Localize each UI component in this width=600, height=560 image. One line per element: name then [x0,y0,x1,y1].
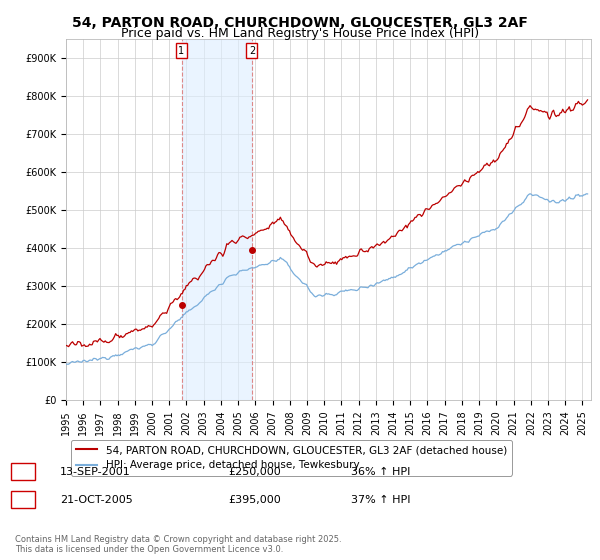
Legend: 54, PARTON ROAD, CHURCHDOWN, GLOUCESTER, GL3 2AF (detached house), HPI: Average : 54, PARTON ROAD, CHURCHDOWN, GLOUCESTER,… [71,440,512,475]
Text: Contains HM Land Registry data © Crown copyright and database right 2025.
This d: Contains HM Land Registry data © Crown c… [15,535,341,554]
Text: 1: 1 [20,466,27,477]
Text: 37% ↑ HPI: 37% ↑ HPI [351,494,410,505]
Text: £250,000: £250,000 [228,466,281,477]
Text: 13-SEP-2001: 13-SEP-2001 [60,466,131,477]
Text: 2: 2 [20,494,27,505]
Text: 1: 1 [178,45,185,55]
Text: 54, PARTON ROAD, CHURCHDOWN, GLOUCESTER, GL3 2AF: 54, PARTON ROAD, CHURCHDOWN, GLOUCESTER,… [72,16,528,30]
Text: 21-OCT-2005: 21-OCT-2005 [60,494,133,505]
Text: 36% ↑ HPI: 36% ↑ HPI [351,466,410,477]
Text: Price paid vs. HM Land Registry's House Price Index (HPI): Price paid vs. HM Land Registry's House … [121,27,479,40]
Text: 2: 2 [249,45,255,55]
Text: £395,000: £395,000 [228,494,281,505]
Bar [182,39,252,400]
